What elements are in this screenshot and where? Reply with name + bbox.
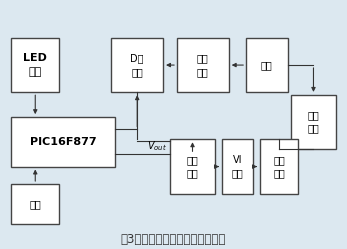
- Text: 步进
电机: 步进 电机: [307, 110, 319, 134]
- Bar: [177, 38, 229, 92]
- Bar: [11, 117, 115, 167]
- Text: D触
发器: D触 发器: [130, 54, 144, 77]
- Bar: [260, 139, 298, 194]
- Text: LED
显示: LED 显示: [23, 54, 47, 77]
- Text: 光隔
离器: 光隔 离器: [197, 54, 209, 77]
- Text: PIC16F877: PIC16F877: [29, 137, 96, 147]
- Text: 功放: 功放: [261, 60, 273, 70]
- Text: 电压
比较: 电压 比较: [187, 155, 198, 178]
- Text: VI
变换: VI 变换: [231, 155, 243, 178]
- Text: $V_{out}$: $V_{out}$: [146, 139, 167, 153]
- Bar: [111, 38, 163, 92]
- Bar: [11, 184, 59, 224]
- Bar: [246, 38, 288, 92]
- Bar: [11, 38, 59, 92]
- Bar: [222, 139, 253, 194]
- Text: 图3步进电机控制系统方框结构图: 图3步进电机控制系统方框结构图: [121, 233, 226, 246]
- Text: 键盘: 键盘: [29, 199, 41, 209]
- Text: 频控
电路: 频控 电路: [273, 155, 285, 178]
- Bar: [291, 95, 336, 149]
- Bar: [170, 139, 215, 194]
